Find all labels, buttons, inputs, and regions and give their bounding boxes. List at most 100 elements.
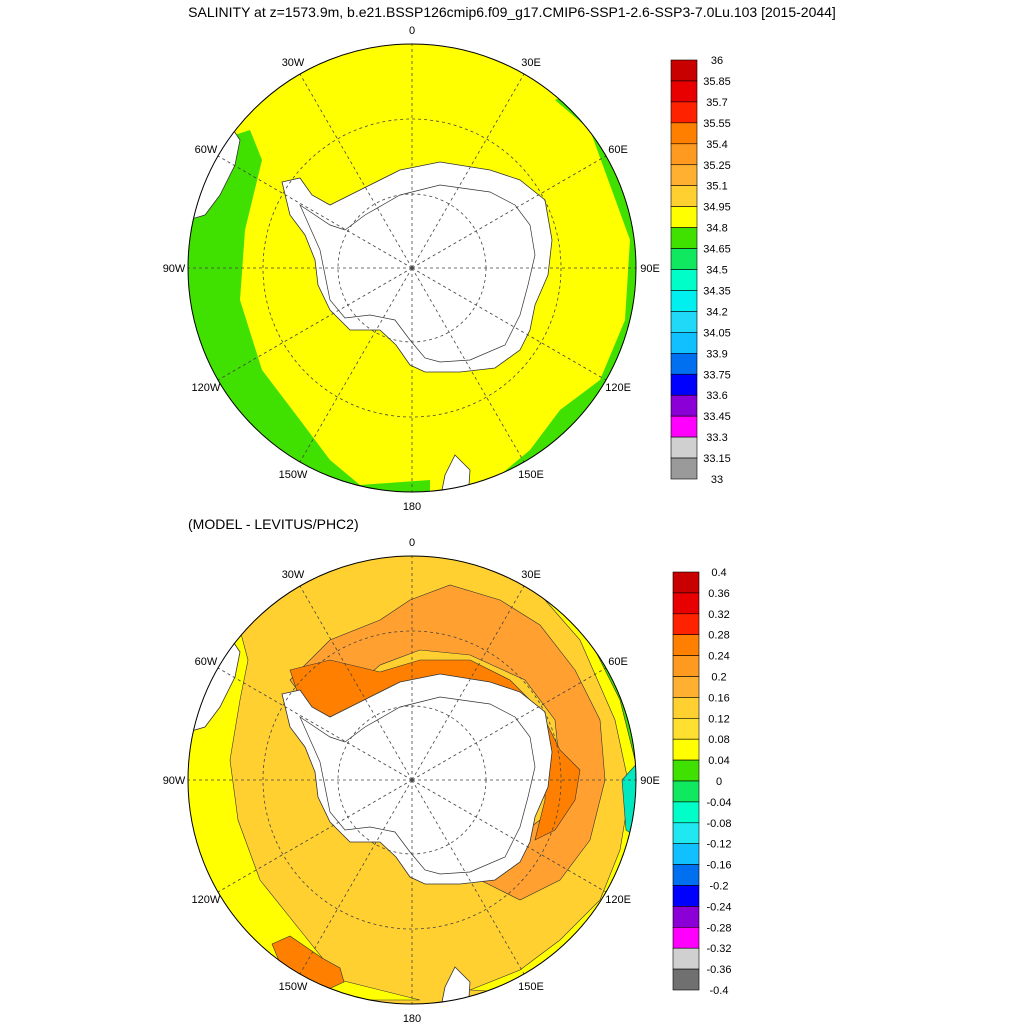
colorbar-swatch — [670, 227, 698, 249]
colorbar-label: -0.16 — [706, 860, 731, 872]
colorbar-swatch — [672, 801, 700, 824]
colorbar-label: -0.36 — [706, 964, 731, 976]
longitude-label: 150W — [279, 469, 308, 481]
meridian-line — [299, 585, 413, 781]
diff-field-low-west — [188, 629, 421, 1001]
longitude-label: 60W — [195, 144, 218, 156]
colorbar-swatch — [670, 436, 698, 459]
colorbar-label: 34.95 — [703, 202, 731, 214]
meridians — [188, 556, 636, 1004]
colorbar-label: 33.9 — [706, 348, 727, 360]
longitude-label: 30W — [282, 57, 305, 69]
colorbar-swatch — [670, 143, 698, 166]
longitude-label: 180 — [403, 1013, 421, 1024]
longitude-label: 0 — [409, 537, 415, 549]
longitude-labels: 0 30E 60E 90E 120E 150E 180 150W 120W 90W 60W 30W — [163, 537, 660, 1024]
antarctica-coast — [299, 184, 536, 363]
colorbar-swatch — [670, 311, 698, 333]
longitude-label: 150E — [518, 469, 544, 481]
colorbar-label: -0.28 — [706, 922, 731, 934]
colorbar-label: -0.2 — [710, 881, 729, 893]
colorbar-label: -0.24 — [706, 901, 731, 913]
colorbar-swatch — [672, 926, 700, 949]
longitude-label: 60E — [608, 144, 628, 156]
colorbar-label: 35.55 — [703, 118, 731, 130]
meridian-line — [411, 155, 607, 269]
colorbar-label: 33.15 — [703, 453, 731, 465]
colorbar-label: 0.12 — [708, 713, 729, 725]
colorbar-label: 35.1 — [706, 181, 727, 193]
colorbar-label: 34.2 — [706, 306, 727, 318]
colorbar-swatch — [670, 164, 698, 187]
colorbar-label: 33.6 — [706, 390, 727, 402]
colorbar-label: 0.16 — [708, 692, 729, 704]
meridians — [188, 44, 636, 492]
colorbar-swatch — [672, 655, 700, 677]
colorbar-label: 34.5 — [706, 265, 727, 277]
meridian-line — [217, 155, 413, 269]
colorbar-swatch — [670, 59, 698, 82]
longitude-label: 30E — [521, 569, 541, 581]
longitude-labels: 0 30E 60E 90E 120E 150E 180 150W 120W 90W 60W 30W — [163, 25, 660, 513]
difference-map: 0 30E 60E 90E 120E 150E 180 150W 120W 90W 60W 30W — [163, 537, 660, 1024]
meridian-line — [411, 779, 607, 893]
meridian-line — [217, 667, 413, 781]
colorbar-swatch — [670, 122, 698, 145]
meridian-line — [411, 267, 607, 381]
colorbar-label: 33 — [711, 474, 723, 486]
colorbar-swatch — [670, 269, 698, 291]
colorbar-swatch — [670, 352, 698, 375]
colorbar-swatch — [670, 415, 698, 438]
colorbar-swatch — [672, 676, 700, 698]
colorbar-swatch — [670, 80, 698, 103]
colorbar-label: 0.32 — [708, 609, 729, 621]
salinity-colorbar: 36 35.85 35.7 35.55 35.4 35.25 35.1 34.95 34.8 34… — [670, 55, 731, 486]
colorbar-label: 34.8 — [706, 223, 727, 235]
meridian-line — [411, 585, 525, 781]
colorbar-label: 0 — [716, 776, 722, 788]
colorbar-swatch — [670, 373, 698, 396]
colorbar-swatch — [672, 634, 700, 656]
longitude-label: 30E — [521, 57, 541, 69]
colorbar-label: 35.25 — [703, 160, 731, 172]
difference-colorbar: 0.4 0.36 0.32 0.28 0.24 0.2 0.16 0.12 0.08 0.04 0 -… — [672, 567, 732, 997]
colorbar-label: 34.65 — [703, 244, 731, 256]
figure-title: SALINITY at z=1573.9m, b.e21.BSSP126cmip… — [188, 4, 836, 20]
colorbar-swatch — [672, 843, 700, 865]
colorbar-swatch — [672, 968, 700, 991]
colorbar-swatch — [672, 697, 700, 719]
longitude-label: 120E — [605, 894, 631, 906]
colorbar-swatch — [672, 885, 700, 907]
colorbar-swatch — [670, 394, 698, 417]
colorbar-label: 35.4 — [706, 139, 727, 151]
colorbar-label: 0.24 — [708, 651, 729, 663]
longitude-label: 120W — [192, 894, 221, 906]
colorbar-swatch — [672, 947, 700, 970]
longitude-label: 60E — [608, 656, 628, 668]
longitude-label: 30W — [282, 569, 305, 581]
colorbar-swatch — [672, 759, 700, 782]
colorbar-swatch — [670, 248, 698, 270]
longitude-label: 60W — [195, 656, 218, 668]
colorbar-label: 0.36 — [708, 588, 729, 600]
colorbar-label: -0.4 — [710, 985, 729, 997]
colorbar-label: 36 — [711, 55, 723, 67]
colorbar-label: -0.12 — [706, 839, 731, 851]
colorbar-label: 0.4 — [711, 567, 726, 579]
colorbar-label: 34.05 — [703, 327, 731, 339]
longitude-label: 0 — [409, 25, 415, 37]
meridian-line — [217, 267, 413, 381]
longitude-label: 150E — [518, 981, 544, 993]
antarctica-land — [281, 161, 553, 373]
colorbar-label: -0.32 — [706, 943, 731, 955]
longitude-label: 90W — [163, 775, 186, 787]
longitude-label: 120W — [192, 382, 221, 394]
meridian-line — [217, 779, 413, 893]
colorbar-label: 33.3 — [706, 432, 727, 444]
meridian-line — [411, 73, 525, 269]
colorbar-label: 35.7 — [706, 97, 727, 109]
longitude-label: 90E — [640, 263, 660, 275]
map-boundary — [187, 555, 637, 1005]
meridian-line — [411, 267, 525, 463]
